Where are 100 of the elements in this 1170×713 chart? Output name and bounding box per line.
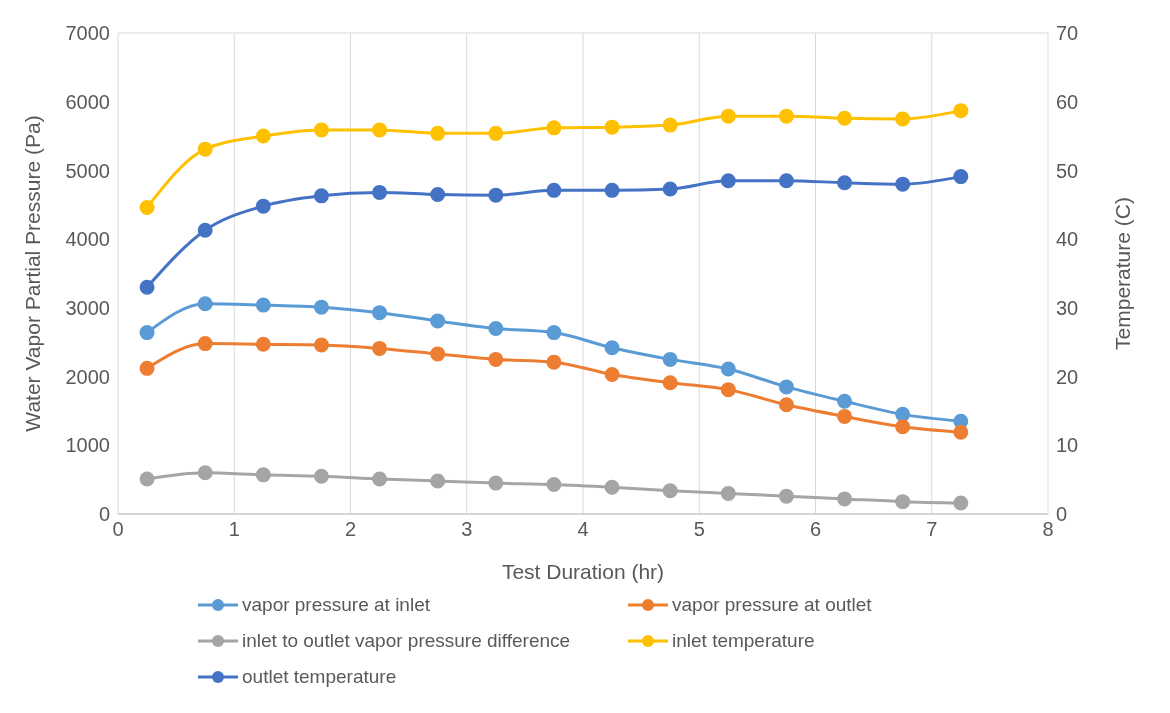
point [197,222,213,238]
point [895,419,911,435]
point [255,467,271,483]
point [837,175,853,191]
point [662,117,678,133]
point [197,465,213,481]
point [430,186,446,202]
y2-tick-label: 50 [1056,159,1079,182]
point [837,393,853,409]
point [197,141,213,157]
y-tick-label: 3000 [65,296,110,319]
point [837,110,853,126]
point [953,169,969,185]
y-tick-label: 2000 [65,365,110,388]
point [604,340,620,356]
point [430,125,446,141]
x-tick-label: 8 [1042,518,1054,541]
point [372,340,388,356]
point [546,120,562,136]
point [778,488,794,504]
point [488,475,504,491]
point [313,468,329,484]
point [488,320,504,336]
point [313,188,329,204]
point [720,173,736,189]
y2-tick-label: 10 [1056,434,1079,457]
point [778,108,794,124]
point [662,375,678,391]
point [778,397,794,413]
point [255,128,271,144]
point [778,379,794,395]
point [953,103,969,119]
point [313,122,329,138]
y-axis-title: Water Vapor Partial Pressure (Pa) [21,115,45,432]
point [372,305,388,321]
point [837,491,853,507]
y2-tick-label: 0 [1056,503,1068,526]
y-tick-label: 0 [98,503,110,526]
point [372,471,388,487]
point [604,182,620,198]
y2-tick-label: 20 [1056,365,1079,388]
y-tick-label: 5000 [65,159,110,182]
point [139,200,155,216]
point [313,299,329,315]
point [430,473,446,489]
legend-label: vapor pressure at inlet [242,594,430,616]
point [895,406,911,422]
point [720,108,736,124]
y2-tick-label: 60 [1056,90,1079,113]
point [953,495,969,511]
x-tick-label: 1 [228,518,240,541]
point [895,494,911,510]
point [139,279,155,295]
point [372,184,388,200]
point [778,173,794,189]
y-tick-label: 7000 [65,22,110,45]
point [255,297,271,313]
point [255,198,271,214]
point [197,296,213,312]
x-tick-label: 2 [344,518,357,541]
y2-tick-label: 40 [1056,228,1079,251]
x-axis-title: Test Duration (hr) [501,560,665,583]
y2-tick-label: 30 [1056,296,1079,319]
x-tick-label: 5 [693,518,705,541]
point [662,483,678,499]
legend-label: outlet temperature [242,666,397,688]
point [662,351,678,367]
point [720,361,736,377]
point [488,187,504,203]
legend-label: inlet temperature [672,630,815,652]
point [313,337,329,353]
legend-label: inlet to outlet vapor pressure difference [242,630,571,652]
x-tick-label: 4 [577,518,589,541]
point [604,479,620,495]
x-tick-label: 3 [461,518,473,541]
y-tick-label: 1000 [65,434,110,457]
point [139,325,155,341]
y-tick-label: 4000 [65,228,110,251]
point [546,354,562,370]
point [255,336,271,352]
point [546,325,562,341]
point [604,119,620,135]
y2-axis-title: Temperature (C) [1111,197,1135,350]
x-tick-label: 7 [926,518,938,541]
x-tick-label: 0 [112,518,124,541]
point [430,313,446,329]
point [546,476,562,492]
point [837,408,853,424]
point [197,336,213,352]
point [372,122,388,138]
x-tick-label: 6 [809,518,822,541]
point [662,181,678,197]
point [895,111,911,127]
y2-tick-label: 70 [1056,22,1079,45]
legend-label: vapor pressure at outlet [672,594,872,616]
point [546,182,562,198]
point [139,471,155,487]
point [488,351,504,367]
point [430,346,446,362]
point [895,176,911,192]
